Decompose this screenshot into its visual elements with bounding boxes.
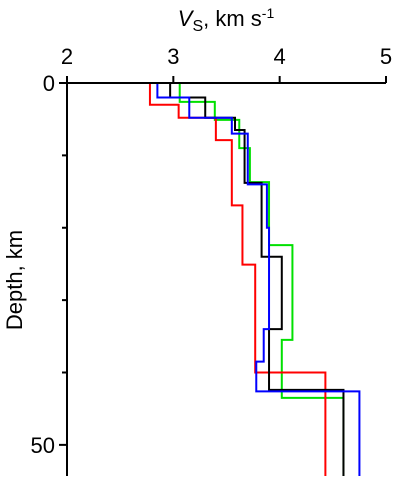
x-label-subscript: S: [192, 18, 203, 35]
x-tick-label: 5: [380, 44, 392, 69]
profile-line: [109, 82, 345, 476]
y-tick-label: 0: [43, 71, 55, 96]
x-label-symbol: V: [178, 6, 195, 31]
x-tick-label: 4: [274, 44, 286, 69]
profile-line: [82, 82, 327, 476]
profile-line: [88, 82, 345, 476]
x-label-unit: , km s: [203, 6, 262, 31]
y-axis-label: Depth, km: [2, 230, 27, 330]
profile-line: [98, 82, 361, 476]
x-axis-label: VS, km s-1: [178, 5, 275, 35]
x-tick-label: 2: [61, 44, 73, 69]
y-tick-label: 50: [31, 433, 55, 458]
x-label-exponent: -1: [262, 5, 275, 21]
x-tick-label: 3: [167, 44, 179, 69]
